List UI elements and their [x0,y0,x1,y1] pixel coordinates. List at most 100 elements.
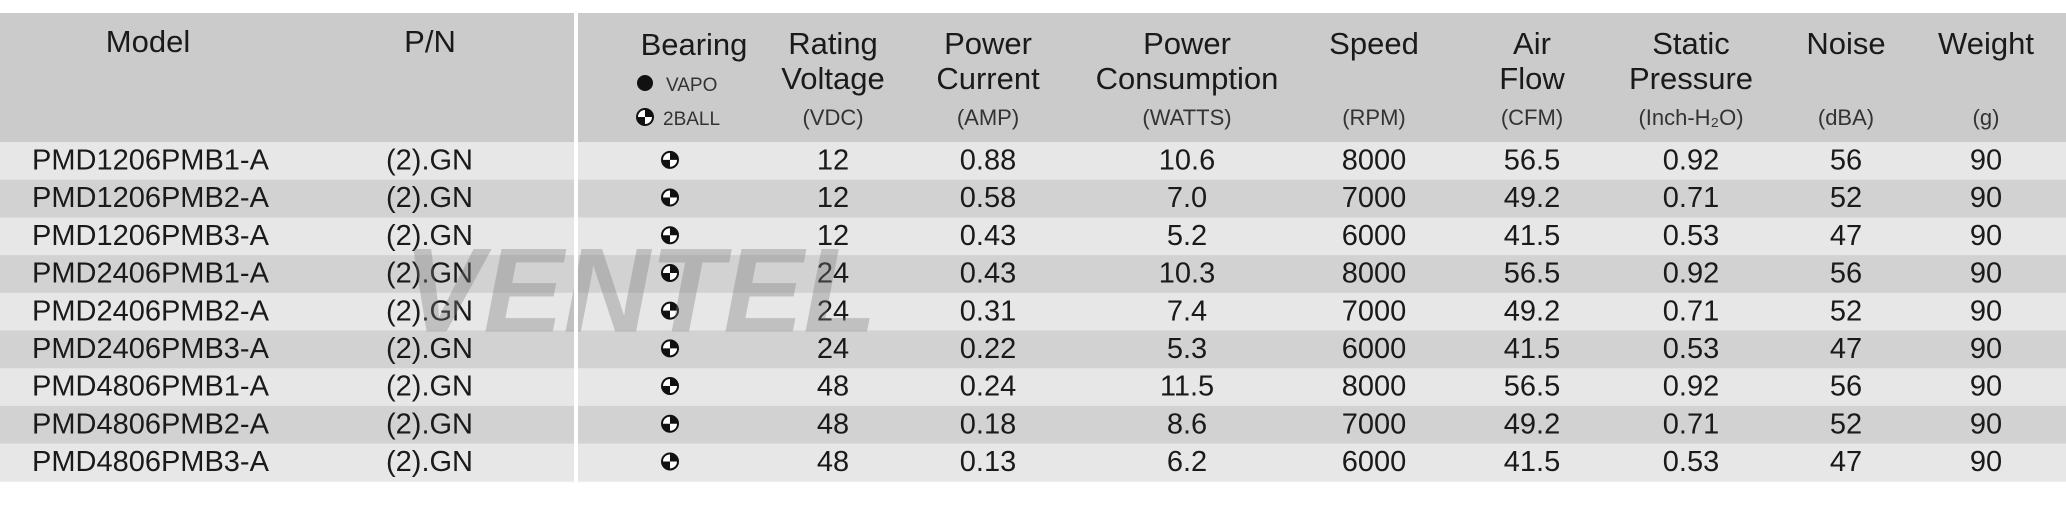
cell-value: 48 [817,446,849,478]
header-label: Noise [1806,26,1885,61]
header-label: Speed [1329,26,1419,61]
cell-value: 56 [1830,371,1862,403]
header-label: Static [1652,26,1730,61]
cell-value: 49.2 [1504,408,1560,440]
cell-value: 24 [817,295,849,327]
cell-value: 24 [817,333,849,365]
cell-value: 5.3 [1167,333,1207,365]
cell-value: 7.0 [1167,182,1207,214]
cell-value: 52 [1830,182,1862,214]
cell-value: 0.71 [1663,295,1719,327]
cell-value: 0.58 [960,182,1016,214]
cell-value: 90 [1970,333,2002,365]
cell-value: 90 [1970,371,2002,403]
cell-value: 0.71 [1663,408,1719,440]
cell-value: 8.6 [1167,408,1207,440]
bearing-icon [661,301,679,320]
cell-pn: (2).GN [386,408,473,440]
cell-pn: (2).GN [386,371,473,403]
header-label: Pressure [1629,61,1753,96]
cell-value: 0.24 [960,371,1016,403]
cell-value: 49.2 [1504,182,1560,214]
cell-value: 56.5 [1504,258,1560,290]
cell-value: 6000 [1342,333,1407,365]
cell-value: 7000 [1342,182,1407,214]
cell-pn: (2).GN [386,446,473,478]
cell-model: PMD2406PMB3-A [32,333,270,365]
header-unit: (g) [1973,105,2000,130]
header-unit: (Inch-H₂O) [1638,105,1743,130]
cell-pn: (2).GN [386,220,473,252]
bearing-icon [661,188,679,207]
cell-value: 47 [1830,446,1862,478]
row-bg [0,179,2066,218]
cell-value: 12 [817,145,849,177]
cell-value: 0.18 [960,408,1016,440]
cell-value: 90 [1970,145,2002,177]
row-bg [0,330,2066,369]
cell-value: 10.6 [1159,145,1215,177]
cell-value: 90 [1970,446,2002,478]
row-bg [0,443,2066,482]
legend-2ball: 2BALL [663,109,720,130]
cell-value: 0.53 [1663,333,1719,365]
row-bg [0,292,2066,331]
cell-value: 0.22 [960,333,1016,365]
cell-value: 56.5 [1504,371,1560,403]
bearing-icon [661,150,679,169]
cell-pn: (2).GN [386,333,473,365]
cell-model: PMD2406PMB1-A [32,258,270,290]
cell-value: 0.92 [1663,145,1719,177]
cell-value: 90 [1970,220,2002,252]
header-label: Weight [1938,26,2034,61]
cell-value: 0.92 [1663,258,1719,290]
cell-value: 48 [817,408,849,440]
header-bg [0,13,2066,142]
cell-value: 0.31 [960,295,1016,327]
bearing-icon [661,226,679,245]
vapo-icon [637,75,653,91]
cell-value: 8000 [1342,258,1407,290]
cell-value: 41.5 [1504,220,1560,252]
header-unit: (dBA) [1818,105,1874,130]
cell-value: 0.53 [1663,220,1719,252]
cell-value: 0.71 [1663,182,1719,214]
header-label: Power [1143,26,1231,61]
cell-value: 11.5 [1160,371,1214,403]
cell-value: 41.5 [1504,333,1560,365]
watermark: VENTEL [403,224,876,358]
header-label: Flow [1499,61,1565,96]
cell-model: PMD1206PMB1-A [32,145,270,177]
cell-value: 10.3 [1159,258,1215,290]
cell-value: 90 [1970,258,2002,290]
cell-value: 47 [1830,333,1862,365]
cell-model: PMD2406PMB2-A [32,295,270,327]
cell-value: 47 [1830,220,1862,252]
cell-model: PMD1206PMB2-A [32,182,270,214]
bearing-icon [661,263,679,282]
header-label: Voltage [781,61,884,96]
header-label: Current [936,61,1040,96]
cell-value: 48 [817,371,849,403]
ball-icon [636,108,654,126]
header-model: Model [106,24,190,59]
cell-model: PMD4806PMB3-A [32,446,270,478]
cell-value: 52 [1830,295,1862,327]
cell-value: 6.2 [1167,446,1207,478]
cell-value: 8000 [1342,371,1407,403]
cell-value: 56.5 [1504,145,1560,177]
cell-value: 7.4 [1167,295,1207,327]
cell-value: 12 [817,220,849,252]
header-unit: (WATTS) [1142,105,1231,130]
cell-value: 5.2 [1167,220,1207,252]
cell-value: 7000 [1342,408,1407,440]
cell-value: 49.2 [1504,295,1560,327]
cell-pn: (2).GN [386,182,473,214]
cell-value: 24 [817,258,849,290]
header-unit: (CFM) [1501,105,1563,130]
cell-value: 0.53 [1663,446,1719,478]
cell-model: PMD4806PMB1-A [32,371,270,403]
cell-value: 7000 [1342,295,1407,327]
cell-model: PMD4806PMB2-A [32,408,270,440]
